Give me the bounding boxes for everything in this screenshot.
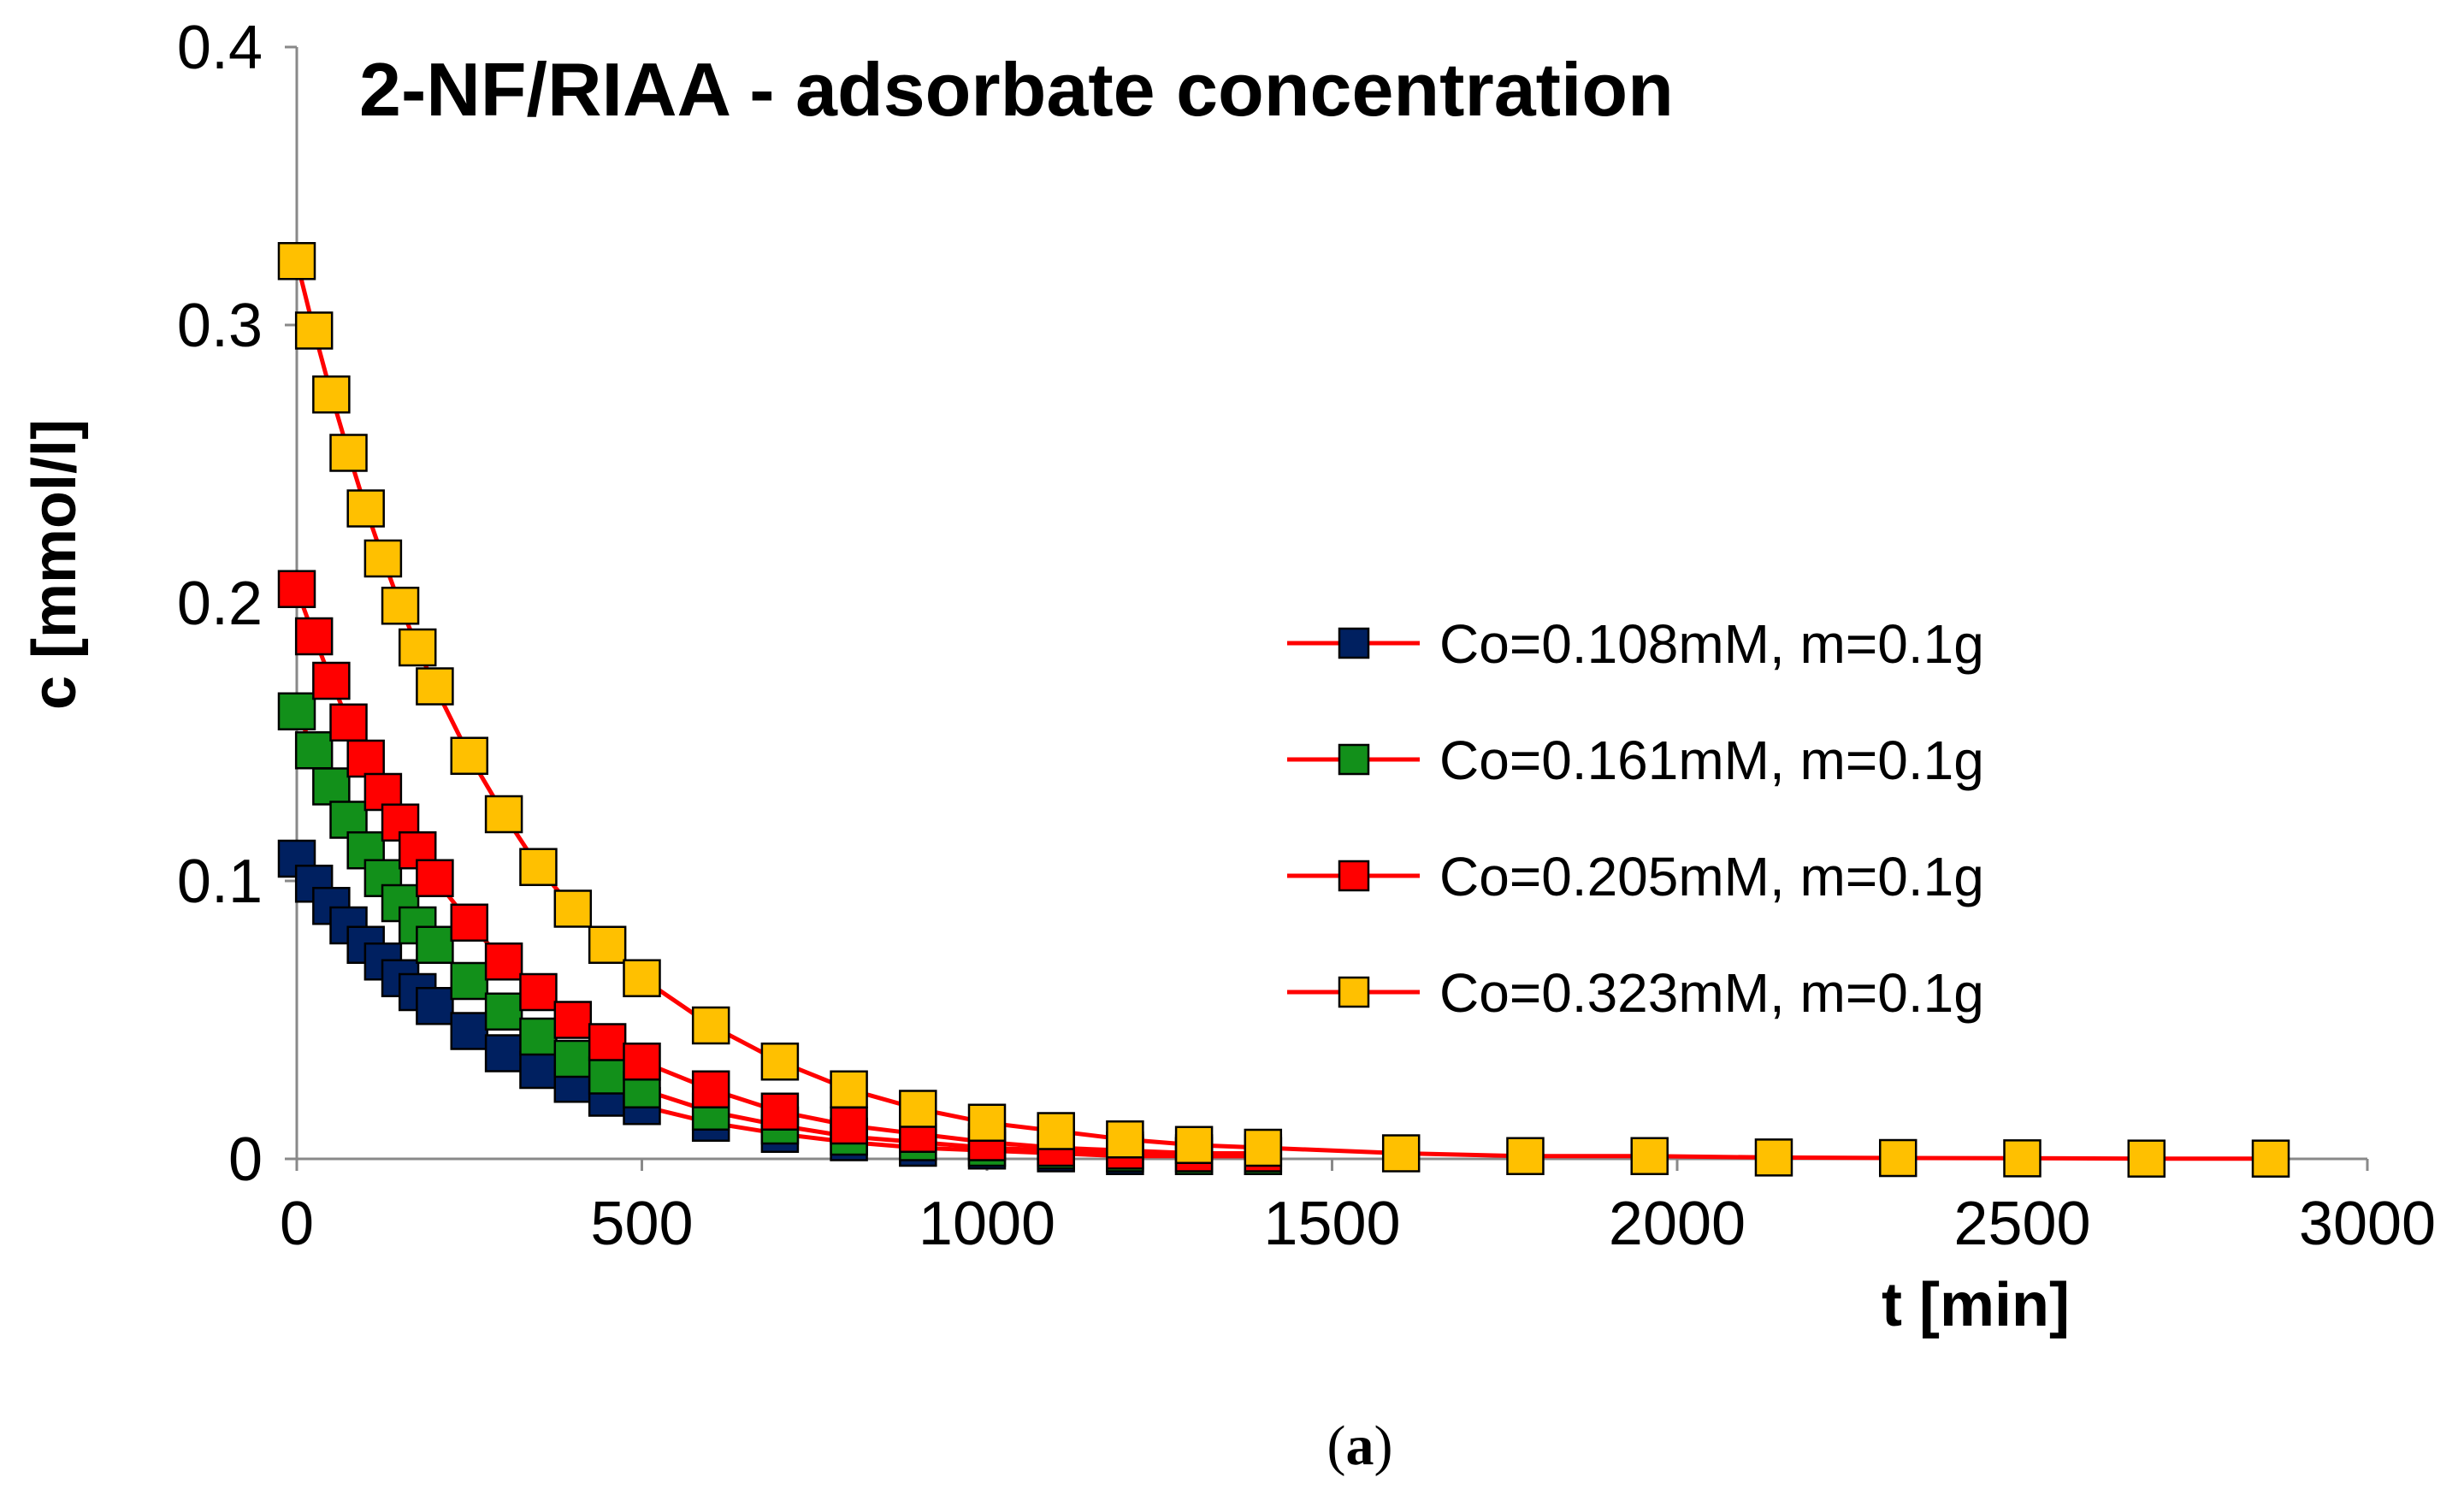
data-point xyxy=(312,767,351,806)
caption-close: ) xyxy=(1374,1415,1393,1477)
data-point xyxy=(277,242,316,281)
data-point xyxy=(1106,1120,1144,1159)
data-point xyxy=(519,1050,558,1090)
y-tick-label: 0 xyxy=(228,1126,263,1194)
legend-item: Co=0.161mM, m=0.1g xyxy=(1287,730,1984,791)
data-point xyxy=(588,1023,627,1061)
data-point xyxy=(450,736,488,775)
data-point xyxy=(312,661,351,700)
data-point xyxy=(484,992,523,1031)
data-point xyxy=(2127,1139,2166,1178)
data-point xyxy=(1244,1128,1283,1167)
series-group xyxy=(277,242,2290,1178)
data-point xyxy=(277,692,316,730)
data-point xyxy=(967,1103,1007,1142)
data-point xyxy=(484,795,523,834)
legend-item: Co=0.205mM, m=0.1g xyxy=(1287,846,1984,907)
x-tick-label: 500 xyxy=(590,1190,693,1258)
y-tick-label: 0.3 xyxy=(177,292,263,360)
data-point xyxy=(588,1056,627,1095)
data-point xyxy=(899,1090,937,1128)
data-point xyxy=(294,617,334,656)
data-point xyxy=(381,587,420,625)
data-point xyxy=(553,889,593,928)
x-tick-label: 2500 xyxy=(1953,1190,2090,1258)
chart-title: 2-NF/RIAA - adsorbate concentration xyxy=(359,47,1674,132)
x-axis-title: t [min] xyxy=(1882,1271,2070,1339)
data-point xyxy=(484,942,523,981)
legend-item: Co=0.108mM, m=0.1g xyxy=(1287,613,1984,675)
data-point xyxy=(416,925,454,964)
data-point xyxy=(519,972,558,1012)
legend-label: Co=0.161mM, m=0.1g xyxy=(1439,730,1984,791)
data-point xyxy=(484,1034,523,1072)
data-point xyxy=(294,731,334,770)
data-point xyxy=(830,1070,868,1108)
legend-label: Co=0.205mM, m=0.1g xyxy=(1439,846,1984,907)
data-point xyxy=(830,1106,868,1145)
data-point xyxy=(519,1017,558,1056)
data-point xyxy=(623,959,661,997)
data-point xyxy=(1174,1126,1214,1164)
caption-letter: a xyxy=(1346,1415,1374,1477)
data-point xyxy=(691,1006,730,1045)
y-tick-label: 0.1 xyxy=(177,848,263,916)
legend-marker xyxy=(1338,627,1370,659)
y-tick-label: 0.2 xyxy=(177,570,263,638)
data-point xyxy=(312,375,351,414)
data-point xyxy=(363,539,403,578)
figure-caption: (a) xyxy=(1327,1415,1393,1477)
data-point xyxy=(588,925,627,964)
data-point xyxy=(450,1012,488,1050)
data-point xyxy=(450,903,488,942)
data-point xyxy=(1381,1134,1421,1173)
data-point xyxy=(519,848,558,886)
legend-label: Co=0.108mM, m=0.1g xyxy=(1439,613,1984,675)
legend-marker xyxy=(1338,743,1370,776)
legend-label: Co=0.323mM, m=0.1g xyxy=(1439,962,1984,1024)
data-point xyxy=(553,1039,593,1078)
x-tick-label: 1000 xyxy=(919,1190,1055,1258)
data-point xyxy=(2003,1139,2042,1178)
ticks: 0 500 1000 1500 2000 2500 3000 0 0.1 0.2 0.3 0.4 xyxy=(177,14,2436,1258)
caption-open: ( xyxy=(1327,1415,1346,1477)
data-point xyxy=(1037,1112,1075,1150)
data-point xyxy=(294,311,334,350)
data-point xyxy=(1878,1138,1917,1178)
data-point xyxy=(346,739,385,778)
series-layer xyxy=(277,242,2290,1178)
data-point xyxy=(346,489,385,528)
legend-item: Co=0.323mM, m=0.1g xyxy=(1287,962,1984,1024)
x-tick-label: 0 xyxy=(280,1190,314,1258)
data-point xyxy=(1630,1137,1669,1175)
x-tick-label: 1500 xyxy=(1263,1190,1400,1258)
data-point xyxy=(760,1043,800,1081)
y-tick-label: 0.4 xyxy=(177,14,263,82)
data-point xyxy=(1754,1138,1793,1177)
data-point xyxy=(450,961,488,1001)
data-point xyxy=(329,434,368,472)
data-point xyxy=(277,570,316,608)
data-point xyxy=(760,1092,800,1131)
legend-marker xyxy=(1338,860,1370,892)
x-tick-label: 3000 xyxy=(2299,1190,2436,1258)
legend-marker xyxy=(1338,976,1370,1008)
legend: Co=0.108mM, m=0.1g Co=0.161mM, m=0.1g Co=0… xyxy=(1287,613,1984,1024)
data-point xyxy=(1506,1137,1545,1175)
data-point xyxy=(416,987,454,1025)
y-axis-title: c [mmol/l] xyxy=(21,419,89,710)
data-point xyxy=(416,667,454,706)
data-point xyxy=(553,1001,593,1039)
data-point xyxy=(623,1043,661,1081)
data-point xyxy=(329,703,368,742)
data-point xyxy=(691,1070,730,1108)
data-point xyxy=(2251,1139,2290,1178)
x-tick-label: 2000 xyxy=(1609,1190,1746,1258)
data-point xyxy=(416,859,454,897)
data-point xyxy=(398,628,437,667)
